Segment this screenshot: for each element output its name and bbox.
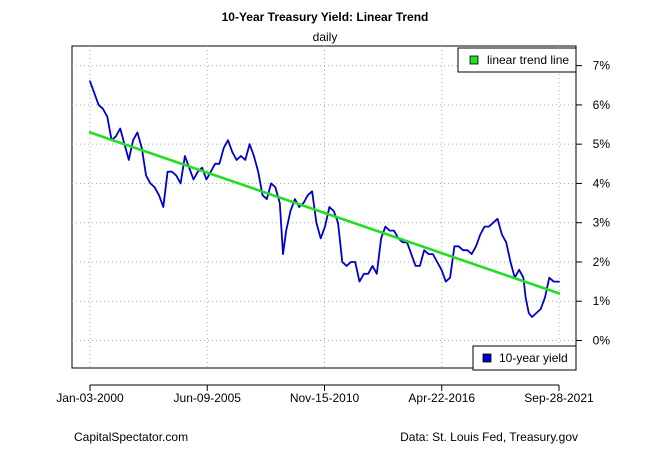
footer-source: Data: St. Louis Fed, Treasury.gov bbox=[400, 430, 578, 444]
y-tick-label: 0% bbox=[593, 334, 611, 348]
legend-trend: linear trend line bbox=[457, 47, 577, 73]
y-tick-label: 2% bbox=[593, 255, 611, 269]
x-tick-label: Sep-28-2021 bbox=[524, 391, 594, 405]
y-tick-label: 3% bbox=[593, 216, 611, 230]
legend-yield: 10-year yield bbox=[472, 345, 577, 371]
x-tick-label: Jun-09-2005 bbox=[174, 391, 242, 405]
x-tick-label: Apr-22-2016 bbox=[408, 391, 475, 405]
legend-trend-label: linear trend line bbox=[487, 53, 569, 67]
legend-trend-swatch bbox=[469, 55, 479, 65]
chart-subtitle: daily bbox=[312, 30, 338, 44]
chart-title: 10-Year Treasury Yield: Linear Trend bbox=[221, 10, 429, 24]
x-tick-label: Jan-03-2000 bbox=[56, 391, 124, 405]
series-group bbox=[88, 80, 561, 318]
x-axis: Jan-03-2000 Jun-09-2005 Nov-15-2010 Apr-22-… bbox=[56, 384, 594, 405]
legend-yield-label: 10-year yield bbox=[499, 351, 568, 365]
grid-vertical bbox=[89, 46, 560, 368]
grid-horizontal bbox=[72, 65, 576, 342]
y-tick-label: 4% bbox=[593, 176, 611, 190]
legend-yield-swatch bbox=[482, 353, 492, 363]
y-tick-label: 6% bbox=[593, 98, 611, 112]
y-tick-label: 5% bbox=[593, 137, 611, 151]
y-axis: 0% 1% 2% 3% 4% 5% 6% 7% bbox=[575, 59, 611, 348]
legend-yield-box bbox=[472, 345, 577, 371]
x-tick-label: Nov-15-2010 bbox=[290, 391, 360, 405]
trend-line bbox=[88, 131, 561, 295]
y-tick-label: 7% bbox=[593, 59, 611, 73]
y-tick-label: 1% bbox=[593, 294, 611, 308]
yield-series-line bbox=[89, 80, 560, 318]
footer-site: CapitalSpectator.com bbox=[74, 430, 189, 444]
